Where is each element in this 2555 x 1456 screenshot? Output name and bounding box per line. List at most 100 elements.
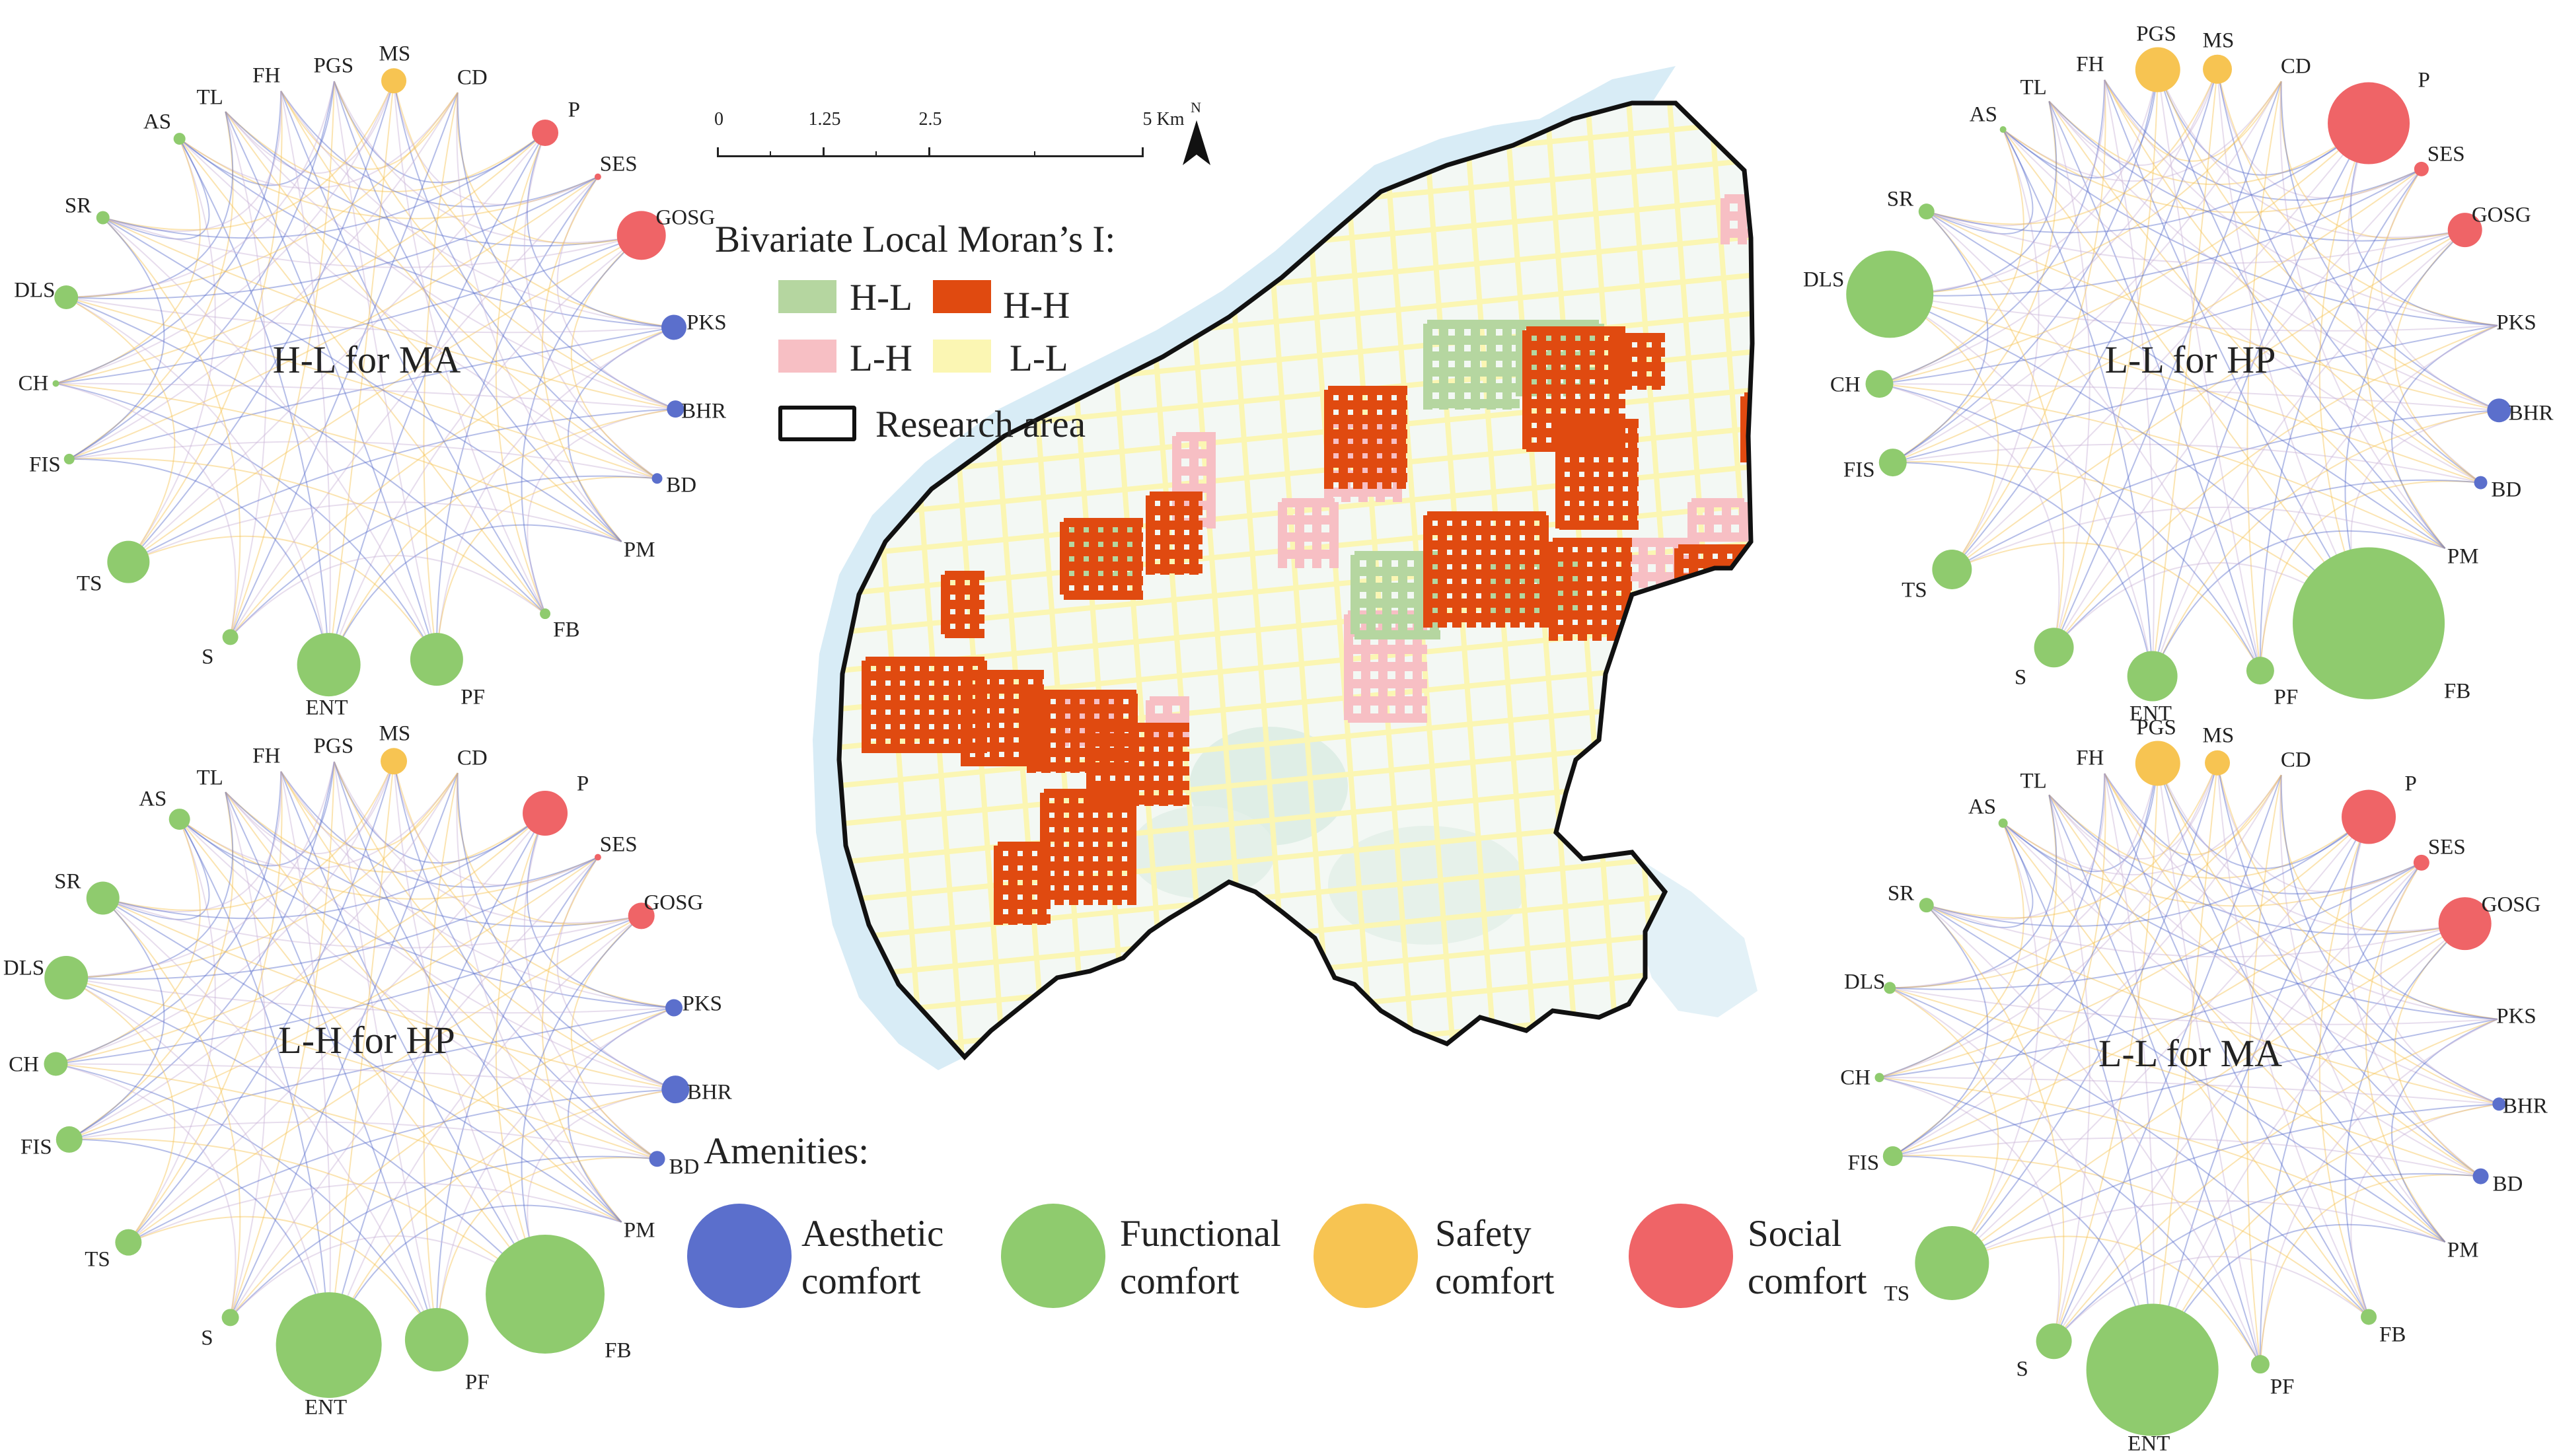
network-node-fb [2293, 547, 2445, 700]
road [1744, 103, 1752, 1057]
network-edge [2002, 822, 2153, 1370]
network-node-label: MS [379, 42, 411, 66]
functional-dot [1001, 1204, 1105, 1308]
network-edge [2380, 168, 2499, 412]
network-node-label: PGS [2136, 715, 2176, 740]
network-edge [2104, 773, 2282, 855]
network-edge [128, 813, 546, 1243]
network-node-label: CD [2280, 54, 2311, 79]
network-edge [65, 977, 330, 1346]
network-edge [2048, 100, 2465, 242]
network-node-ch [52, 380, 59, 387]
network-node-label: PGS [313, 54, 354, 78]
network-node-s [222, 629, 239, 645]
network-node-label: FB [2379, 1323, 2406, 1347]
network-edge [128, 915, 642, 1243]
network-node-ts [107, 540, 150, 583]
network-edge [102, 819, 210, 920]
network-edge [2104, 773, 2498, 1020]
network-edge [1879, 762, 2218, 1079]
network-edge [1926, 211, 2465, 264]
network-edge [128, 81, 394, 563]
network-edge [2157, 763, 2446, 1243]
network-edge [2157, 763, 2261, 1365]
network-edge [2365, 862, 2446, 1243]
network-edge [56, 80, 394, 384]
network-edge [1926, 773, 2106, 920]
network-edge [1926, 122, 2369, 233]
network-edge [1951, 79, 2106, 570]
network-node-label: DLS [3, 956, 45, 980]
network-edge [1879, 383, 2060, 648]
network-node-label: CD [2280, 748, 2311, 772]
network-edge [225, 111, 267, 637]
network-node-label: GOSG [2471, 203, 2531, 227]
network-node-sr [1919, 898, 1934, 913]
network-edge [1889, 293, 1999, 570]
network-edge [2259, 862, 2422, 1365]
network-node-label: FB [553, 618, 580, 642]
network-edge [1890, 69, 2159, 295]
network-edge [1879, 229, 2466, 385]
network-svg [52, 68, 687, 697]
network-node-label: TS [1884, 1282, 1910, 1306]
network-edge [1926, 211, 2261, 671]
network-node-p [2328, 82, 2410, 164]
network-node-label: SES [2427, 835, 2466, 859]
network-edge [225, 791, 622, 1223]
network-edge [2002, 129, 2153, 676]
network-node-ms [2203, 54, 2233, 84]
network-edge [2259, 324, 2498, 671]
network-edge [179, 92, 459, 190]
network-svg [1874, 741, 2506, 1436]
scale-tick: 5 Km [1142, 109, 1185, 129]
network-edge [69, 856, 599, 1140]
network-edge [178, 819, 330, 1346]
network-edge [178, 819, 546, 1295]
network-edge [56, 382, 676, 410]
network-node-label: PM [623, 1218, 655, 1243]
north-label: N [1191, 99, 1201, 116]
network-edge [556, 176, 676, 410]
scale-tick: 0 [714, 109, 723, 129]
network-node-ts [1915, 1225, 1989, 1300]
map-svg [813, 66, 1758, 1070]
network-node-label: CH [1840, 1066, 1871, 1090]
network-edge [102, 217, 437, 660]
network-edge [65, 977, 546, 1295]
legend-label-ll: L-L [1010, 338, 1068, 379]
network-edge [280, 91, 546, 614]
network-edge [1926, 762, 2218, 919]
network-node-label: TL [196, 766, 223, 790]
network-edge [393, 81, 546, 614]
network-edge [225, 111, 676, 410]
network-edge [1951, 129, 2040, 570]
network-edge [1926, 211, 2446, 549]
network-edge [102, 132, 546, 239]
network-edge [1926, 904, 2446, 1243]
network-node-label: AS [143, 110, 172, 134]
network-edge [2217, 69, 2422, 199]
network-edge [393, 761, 599, 886]
network-node-label: AS [1968, 795, 1997, 819]
moran-cluster [1423, 320, 1520, 410]
network-node-label: FIS [1847, 1151, 1880, 1175]
network-edge [2104, 773, 2369, 1317]
network-edge [225, 111, 546, 192]
network-edge [2391, 324, 2498, 549]
network-svg [44, 748, 690, 1399]
network-edge [69, 458, 330, 665]
network-node-label: S [202, 645, 214, 669]
network-edge [526, 132, 675, 328]
network-edge [333, 761, 546, 864]
network-edge [2048, 100, 2369, 186]
network-edge [393, 761, 658, 1160]
network-edge [69, 92, 459, 460]
network-node-fb [540, 608, 551, 620]
network-edge [328, 1204, 622, 1346]
network-edge [1951, 816, 2369, 1264]
network-edge [69, 897, 165, 1140]
network-node-ent [2086, 1303, 2219, 1436]
network-edge [1879, 822, 2024, 1079]
network-edge [1926, 822, 2034, 928]
